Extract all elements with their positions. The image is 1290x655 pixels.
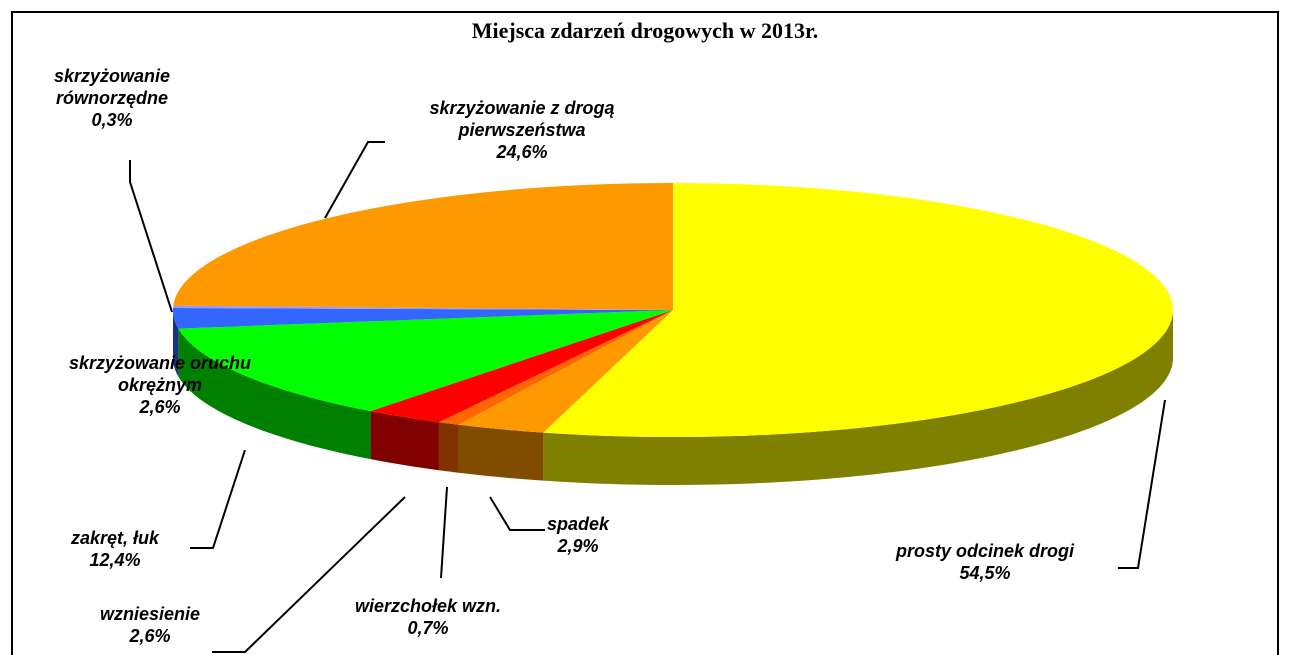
data-label: zakręt, łuk 12,4%	[30, 527, 200, 571]
slice-side	[178, 328, 371, 460]
slice-side	[458, 424, 544, 481]
chart-title: Miejsca zdarzeń drogowych w 2013r.	[471, 18, 819, 43]
data-label: skrzyżowanie oruchu okrężnym 2,6%	[25, 352, 295, 418]
slice-side	[173, 310, 179, 377]
slice	[543, 183, 1173, 437]
data-label: spadek 2,9%	[518, 513, 638, 557]
leader-line	[190, 449, 246, 549]
label-name: zakręt, łuk	[70, 528, 160, 548]
frame	[11, 11, 1279, 655]
slice-side	[370, 411, 439, 471]
data-label: skrzyżowanie z drogą pierwszeństwa 24,6%	[397, 97, 647, 163]
data-label: wierzchołek wzn. 0,7%	[328, 595, 528, 639]
slice	[438, 310, 673, 425]
label-name: spadek	[546, 514, 610, 534]
label-name: skrzyżowanie oruchu okrężnym	[68, 353, 252, 395]
slice	[370, 310, 673, 423]
leader-line	[129, 160, 173, 313]
label-name: wierzchołek wzn.	[354, 596, 502, 616]
data-label: wzniesienie 2,6%	[65, 603, 235, 647]
label-value: 2,6%	[139, 397, 181, 417]
leader-line	[324, 141, 385, 219]
slice	[458, 310, 673, 433]
slice	[173, 308, 674, 329]
label-name: skrzyżowanie z drogą pierwszeństwa	[429, 98, 615, 140]
label-value: 12,4%	[89, 550, 141, 570]
label-name: prosty odcinek drogi	[895, 541, 1075, 561]
leader-line	[440, 486, 448, 579]
label-value: 0,7%	[407, 618, 449, 638]
slice	[173, 183, 673, 310]
leader-line	[1118, 399, 1166, 569]
label-value: 54,5%	[959, 563, 1011, 583]
leader-line	[489, 496, 545, 531]
slice	[173, 305, 673, 310]
label-name: skrzyżowanie równorzędne	[53, 66, 171, 108]
label-value: 24,6%	[496, 142, 548, 162]
leader-line	[212, 496, 406, 653]
label-name: wzniesienie	[99, 604, 201, 624]
slice-side	[438, 422, 459, 473]
data-label: prosty odcinek drogi 54,5%	[845, 540, 1125, 584]
label-value: 0,3%	[91, 110, 133, 130]
slice	[178, 310, 673, 412]
data-label: skrzyżowanie równorzędne 0,3%	[27, 65, 197, 131]
label-value: 2,6%	[129, 626, 171, 646]
slice-side	[543, 310, 1173, 485]
label-value: 2,9%	[557, 536, 599, 556]
